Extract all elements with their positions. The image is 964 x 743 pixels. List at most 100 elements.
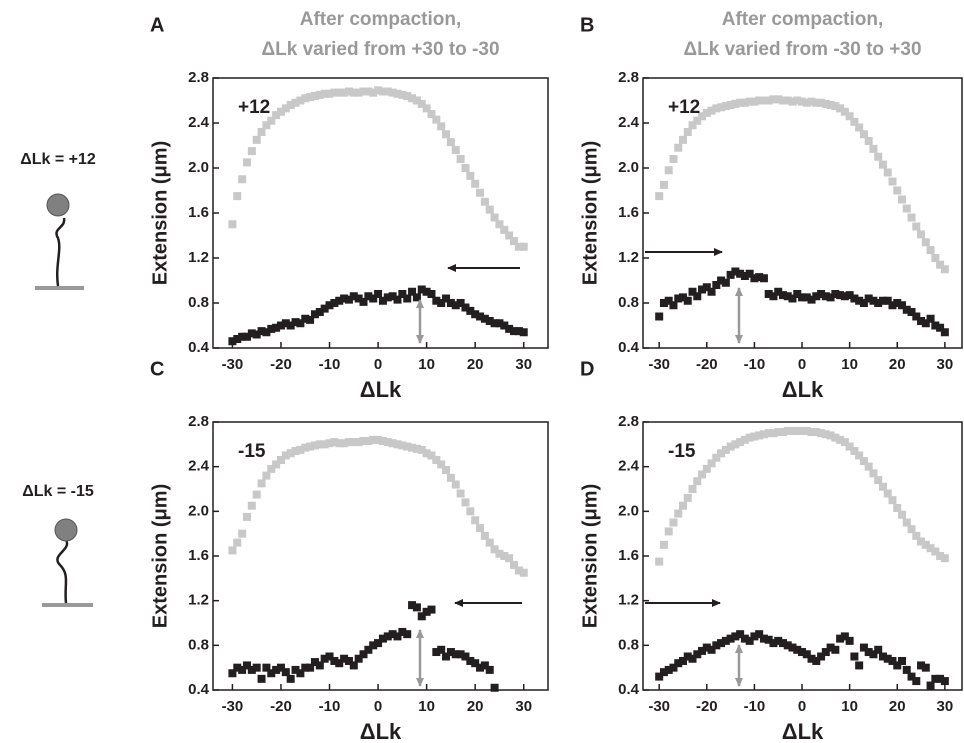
- marker: [403, 630, 412, 639]
- y-tick-label: 2.4: [188, 458, 210, 475]
- marker: [917, 230, 926, 239]
- marker: [369, 435, 378, 444]
- x-axis-label: ΔLk: [360, 377, 402, 402]
- marker: [683, 652, 692, 661]
- marker: [812, 428, 821, 437]
- marker: [845, 291, 854, 300]
- marker: [702, 464, 711, 473]
- marker: [247, 501, 256, 510]
- marker: [262, 663, 271, 672]
- marker: [912, 312, 921, 321]
- marker: [836, 435, 845, 444]
- marker: [931, 321, 940, 330]
- marker: [678, 501, 687, 510]
- marker: [519, 568, 528, 577]
- marker: [712, 641, 721, 650]
- marker: [344, 87, 353, 96]
- marker: [354, 88, 363, 97]
- marker: [840, 107, 849, 116]
- x-tick-label: 10: [841, 356, 858, 373]
- x-tick-label: -20: [696, 698, 718, 715]
- marker: [306, 442, 315, 451]
- marker: [335, 439, 344, 448]
- marker: [731, 99, 740, 108]
- marker: [674, 143, 683, 152]
- marker: [242, 158, 251, 167]
- marker: [926, 314, 935, 323]
- marker: [707, 287, 716, 296]
- y-tick-label: 2.0: [618, 159, 639, 176]
- marker: [233, 538, 242, 547]
- y-tick-label: 2.8: [618, 413, 639, 430]
- y-tick-label: 2.4: [618, 114, 640, 131]
- marker: [693, 116, 702, 125]
- marker: [888, 656, 897, 665]
- marker: [476, 663, 485, 672]
- x-tick-label: -30: [222, 698, 244, 715]
- marker: [907, 308, 916, 316]
- marker: [437, 460, 446, 469]
- marker: [764, 96, 773, 105]
- marker: [228, 337, 237, 346]
- marker: [678, 293, 687, 302]
- y-tick-label: 2.0: [188, 159, 209, 176]
- marker: [736, 98, 745, 107]
- marker: [936, 323, 945, 332]
- marker: [698, 646, 707, 655]
- marker: [693, 650, 702, 659]
- marker: [893, 503, 902, 512]
- marker: [451, 480, 460, 489]
- y-tick-label: 0.4: [618, 681, 640, 698]
- marker: [759, 274, 768, 283]
- x-tick-label: 30: [515, 698, 532, 715]
- marker: [310, 441, 319, 450]
- marker: [286, 101, 295, 109]
- panel-letter: D: [580, 358, 594, 380]
- x-tick-label: -20: [270, 698, 292, 715]
- marker: [936, 674, 945, 683]
- marker: [731, 632, 740, 641]
- marker: [878, 160, 887, 169]
- marker: [344, 295, 353, 304]
- marker: [855, 123, 864, 132]
- x-tick-label: 10: [841, 698, 858, 715]
- marker: [247, 665, 256, 674]
- marker: [291, 447, 300, 456]
- marker: [354, 438, 363, 447]
- marker: [262, 121, 271, 130]
- marker: [427, 605, 436, 614]
- marker: [693, 477, 702, 486]
- marker: [750, 432, 759, 441]
- marker: [378, 634, 387, 643]
- marker: [325, 301, 334, 310]
- marker: [869, 144, 878, 153]
- marker: [874, 152, 883, 161]
- marker: [726, 270, 735, 279]
- marker: [471, 179, 480, 188]
- marker: [233, 192, 242, 201]
- marker: [432, 455, 441, 464]
- marker: [793, 290, 802, 298]
- marker: [238, 332, 247, 341]
- x-tick-label: 0: [374, 698, 382, 715]
- marker: [712, 104, 721, 113]
- marker: [883, 296, 892, 305]
- marker: [442, 294, 451, 303]
- panel-annotation: +12: [668, 97, 700, 118]
- marker: [301, 663, 310, 672]
- marker: [238, 175, 247, 184]
- marker: [698, 470, 707, 479]
- marker: [330, 438, 339, 447]
- marker: [855, 451, 864, 460]
- marker: [664, 665, 673, 674]
- y-tick-label: 1.2: [618, 249, 639, 266]
- plot-frame: [642, 77, 963, 349]
- marker: [422, 449, 431, 458]
- marker: [495, 319, 504, 328]
- marker: [745, 97, 754, 106]
- marker: [359, 436, 368, 445]
- marker: [850, 447, 859, 456]
- marker: [495, 220, 504, 229]
- marker: [655, 672, 664, 681]
- marker: [325, 89, 334, 98]
